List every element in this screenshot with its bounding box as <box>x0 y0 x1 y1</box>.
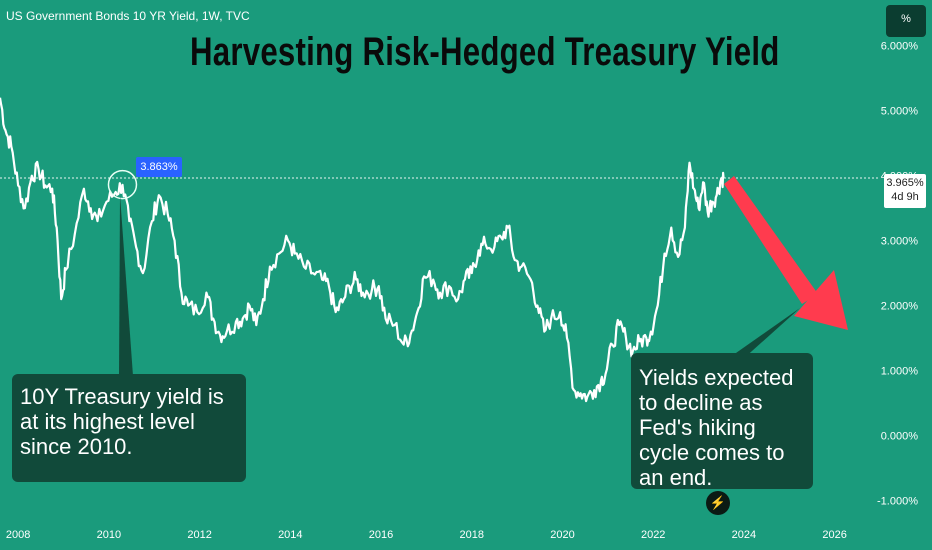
y-tick-label: 2.000% <box>881 301 919 313</box>
highlight-circle <box>107 169 138 200</box>
symbol-label: US Government Bonds 10 YR Yield, 1W, TVC <box>6 9 250 23</box>
current-price-label: 3.965% <box>886 177 924 189</box>
countdown-label: 4d 9h <box>891 191 919 203</box>
y-axis-ticks: 6.000%5.000%4.000%3.000%2.000%1.000%0.00… <box>877 41 918 508</box>
callout-right: Yields expected to decline as Fed's hiki… <box>631 353 813 490</box>
current-price-badge: 3.965% 4d 9h <box>884 174 926 208</box>
x-tick-label: 2024 <box>732 529 756 541</box>
y-tick-label: 3.000% <box>881 236 919 248</box>
x-tick-label: 2012 <box>187 529 211 541</box>
chart-title: Harvesting Risk-Hedged Treasury Yield <box>190 30 780 74</box>
callout-pointer-right <box>726 308 800 360</box>
highlight-value-badge: 3.863% <box>136 157 182 177</box>
unit-button[interactable]: % <box>886 5 926 37</box>
forecast-arrow <box>724 176 848 330</box>
y-tick-label: 5.000% <box>881 106 919 118</box>
y-tick-label: 6.000% <box>881 41 919 53</box>
callout-pointer-left <box>119 195 133 376</box>
x-tick-label: 2026 <box>822 529 846 541</box>
y-tick-label: -1.000% <box>877 496 918 508</box>
x-tick-label: 2008 <box>6 529 30 541</box>
y-tick-label: 0.000% <box>881 431 919 443</box>
x-axis-ticks: 2008 2010 2012 2014 2016 2018 2020 2022 2024 2026 <box>6 529 847 541</box>
lightning-icon[interactable]: ⚡ <box>706 491 730 515</box>
x-tick-label: 2014 <box>278 529 302 541</box>
series-line <box>0 97 725 403</box>
y-tick-label: 1.000% <box>881 366 919 378</box>
x-tick-label: 2018 <box>460 529 484 541</box>
yield-series <box>0 97 725 403</box>
x-tick-label: 2022 <box>641 529 665 541</box>
x-tick-label: 2010 <box>97 529 121 541</box>
x-tick-label: 2020 <box>550 529 574 541</box>
callout-left: 10Y Treasury yield is at its highest lev… <box>12 374 246 482</box>
x-tick-label: 2016 <box>369 529 393 541</box>
